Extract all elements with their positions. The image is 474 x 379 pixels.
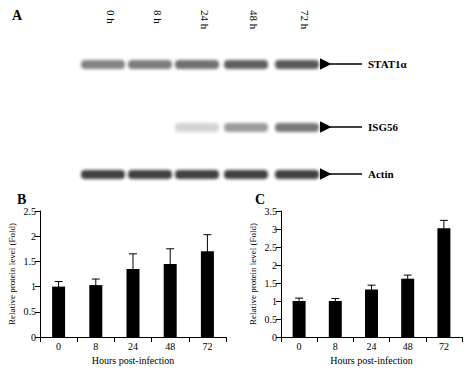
svg-text:3: 3 <box>272 224 277 235</box>
svg-text:72: 72 <box>202 341 212 352</box>
svg-text:0: 0 <box>297 341 302 352</box>
svg-text:48: 48 <box>165 341 175 352</box>
svg-text:Relative protein level (Fold): Relative protein level (Fold) <box>7 223 17 325</box>
svg-text:ISG56: ISG56 <box>368 121 398 133</box>
svg-text:1.5: 1.5 <box>265 278 278 289</box>
svg-text:C: C <box>255 192 265 207</box>
svg-text:Hours post-infection: Hours post-infection <box>330 355 413 366</box>
svg-text:0.5: 0.5 <box>265 314 278 325</box>
svg-text:A: A <box>12 8 23 23</box>
svg-text:2: 2 <box>31 231 36 242</box>
svg-text:48 h: 48 h <box>248 10 260 30</box>
svg-text:8: 8 <box>333 341 338 352</box>
svg-text:Hours post-infection: Hours post-infection <box>92 355 175 366</box>
svg-text:1.5: 1.5 <box>24 256 37 267</box>
svg-text:8 h: 8 h <box>152 10 164 24</box>
svg-text:2: 2 <box>272 260 277 271</box>
svg-text:72 h: 72 h <box>299 10 311 30</box>
svg-text:24 h: 24 h <box>199 10 211 30</box>
svg-text:2.5: 2.5 <box>265 242 278 253</box>
svg-text:0.5: 0.5 <box>24 306 37 317</box>
svg-text:24: 24 <box>367 341 377 352</box>
svg-text:1: 1 <box>272 296 277 307</box>
svg-text:72: 72 <box>439 341 449 352</box>
svg-text:0: 0 <box>272 332 277 343</box>
svg-text:24: 24 <box>128 341 138 352</box>
svg-text:8: 8 <box>93 341 98 352</box>
svg-text:0: 0 <box>56 341 61 352</box>
svg-text:2.5: 2.5 <box>24 206 37 217</box>
svg-text:Relative protein level (Fold): Relative protein level (Fold) <box>248 223 258 325</box>
svg-text:Actin: Actin <box>368 168 394 180</box>
svg-text:0 h: 0 h <box>105 10 117 24</box>
svg-text:1: 1 <box>31 281 36 292</box>
svg-text:STAT1α: STAT1α <box>368 58 408 70</box>
svg-text:3.5: 3.5 <box>265 206 278 217</box>
svg-text:0: 0 <box>31 332 36 343</box>
svg-text:B: B <box>17 192 26 207</box>
svg-text:48: 48 <box>403 341 413 352</box>
